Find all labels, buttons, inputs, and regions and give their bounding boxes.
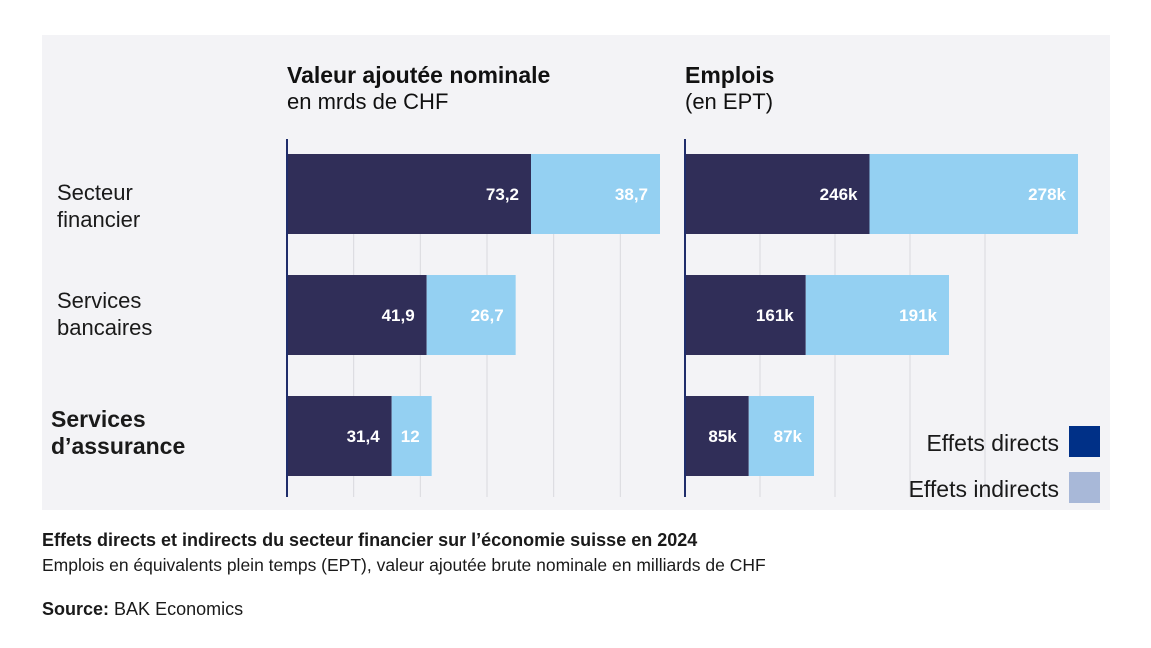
data-label-direct: 31,4 <box>347 427 381 446</box>
data-label-indirect: 26,7 <box>471 306 504 325</box>
data-label-direct: 41,9 <box>382 306 415 325</box>
data-label-indirect: 87k <box>774 427 803 446</box>
panel-title: Valeur ajoutée nominale <box>287 62 550 88</box>
bar-direct <box>685 154 870 234</box>
data-label-direct: 73,2 <box>486 185 519 204</box>
chart-caption: Effets directs et indirects du secteur f… <box>42 530 1102 576</box>
data-label-indirect: 12 <box>401 427 420 446</box>
bar-direct <box>685 275 806 355</box>
panel-subtitle: (en EPT) <box>685 89 773 114</box>
legend-label: Effets indirects <box>909 476 1059 502</box>
source-line: Source: BAK Economics <box>42 599 243 620</box>
category-label: Services <box>57 288 141 313</box>
legend: Effets directs Effets indirects <box>909 426 1100 503</box>
chart-panel: Secteur financier Services bancaires Service… <box>42 35 1110 510</box>
legend-swatch-direct <box>1069 426 1100 457</box>
data-label-direct: 246k <box>820 185 858 204</box>
axes <box>286 139 686 497</box>
chart: SecteurfinancierServicesbancairesService… <box>51 62 1100 503</box>
legend-label: Effets directs <box>926 430 1059 456</box>
chart-text: SecteurfinancierServicesbancairesService… <box>51 62 1067 459</box>
data-label-indirect: 191k <box>899 306 937 325</box>
bar-indirect <box>426 275 516 355</box>
bar-indirect <box>748 396 814 476</box>
data-label-indirect: 278k <box>1028 185 1066 204</box>
panel-subtitle: en mrds de CHF <box>287 89 448 114</box>
data-label-direct: 85k <box>708 427 737 446</box>
bar-indirect <box>869 154 1078 234</box>
data-label-indirect: 38,7 <box>615 185 648 204</box>
caption-title: Effets directs et indirects du secteur f… <box>42 530 698 550</box>
category-label: Services <box>51 406 146 432</box>
bar-direct <box>287 396 392 476</box>
data-label-direct: 161k <box>756 306 794 325</box>
bar-indirect <box>805 275 949 355</box>
bar-direct <box>685 396 749 476</box>
source-label: Source: <box>42 599 110 619</box>
category-label: Secteur <box>57 180 133 205</box>
bar-direct <box>287 275 427 355</box>
category-label: financier <box>57 207 140 232</box>
source-text: BAK Economics <box>114 599 244 619</box>
category-label: bancaires <box>57 315 152 340</box>
panel-title: Emplois <box>685 62 774 88</box>
category-label: d’assurance <box>51 433 185 459</box>
bar-indirect <box>391 396 432 476</box>
legend-swatch-indirect <box>1069 472 1100 503</box>
bar-indirect <box>531 154 660 234</box>
bars <box>287 154 1078 476</box>
caption-subtitle: Emplois en équivalents plein temps (EPT)… <box>42 555 766 575</box>
bar-direct <box>287 154 531 234</box>
